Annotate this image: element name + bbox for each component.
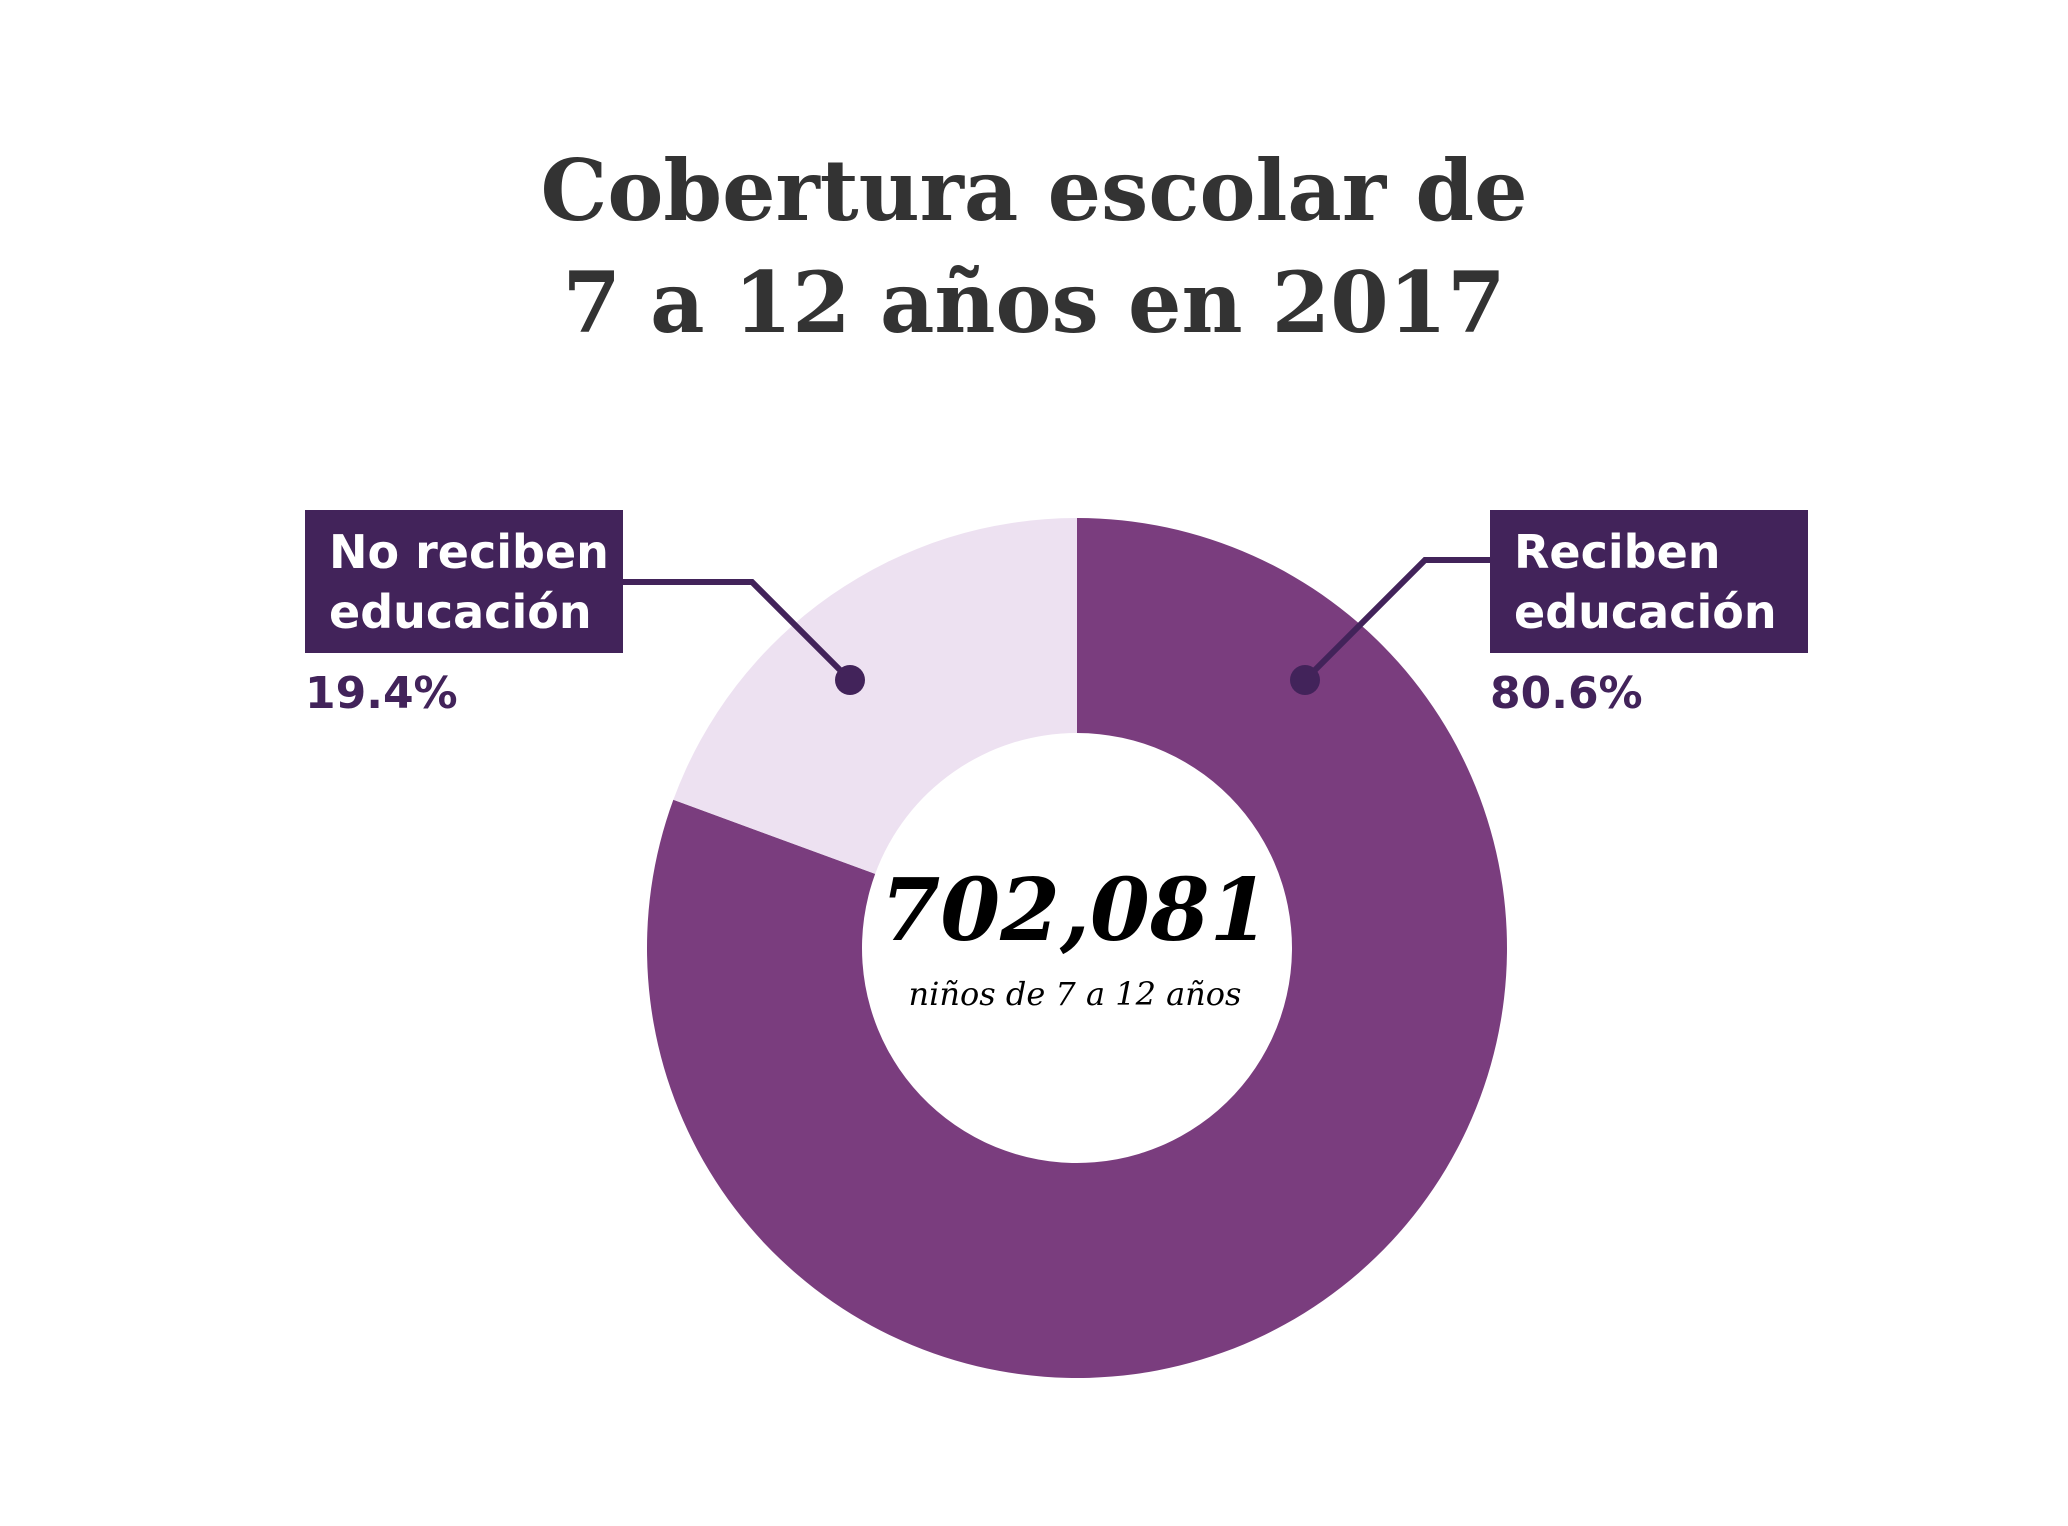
leader-line-no-reciben xyxy=(623,579,853,683)
label-no-reciben-educacion: No reciben educación xyxy=(305,510,623,653)
chart-title: Cobertura escolar de 7 a 12 años en 2017 xyxy=(0,135,2068,359)
chart-title-line-1: Cobertura escolar de xyxy=(540,141,1528,240)
label-no-reciben-line-2: educación xyxy=(329,585,592,639)
value-label-no-reciben: 19.4% xyxy=(305,668,458,719)
center-caption: niños de 7 a 12 años xyxy=(908,975,1242,1013)
leader-dot-no-reciben xyxy=(835,665,865,695)
label-reciben-line-1: Reciben xyxy=(1514,525,1721,579)
slice-reciben-educacion xyxy=(646,518,1507,1378)
center-total-value: 702,081 xyxy=(880,860,1270,961)
leader-dot-reciben xyxy=(1290,665,1320,695)
chart-title-line-2: 7 a 12 años en 2017 xyxy=(562,253,1506,352)
label-reciben-educacion: Reciben educación xyxy=(1490,510,1808,653)
slice-no-reciben-educacion xyxy=(673,518,1077,874)
leader-line-reciben xyxy=(1302,557,1490,683)
label-reciben-line-2: educación xyxy=(1514,585,1777,639)
value-label-reciben: 80.6% xyxy=(1490,668,1643,719)
label-no-reciben-line-1: No reciben xyxy=(329,525,609,579)
